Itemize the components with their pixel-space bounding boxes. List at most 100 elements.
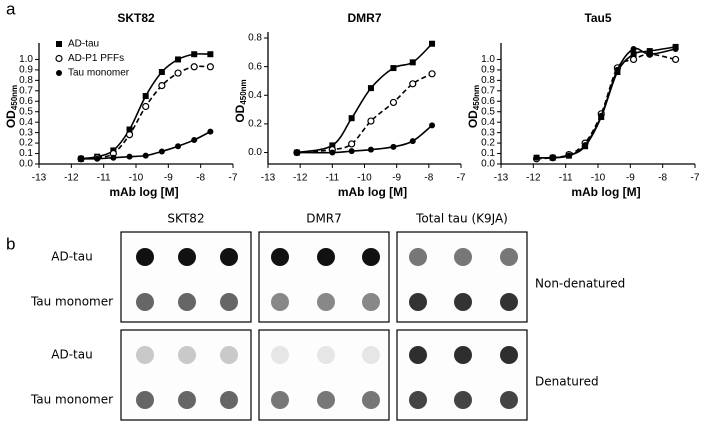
blot-dot [500,293,518,311]
marker [409,80,417,88]
blot-dot [178,293,196,311]
condition-label: Non-denatured [535,277,625,291]
marker [158,148,165,155]
blot-dot [362,293,380,311]
blot-dot [454,293,472,311]
y-tick-label: 0.4 [481,117,495,128]
y-tick-label: 0.2 [248,119,262,130]
legend-label: AD-P1 PFFs [68,53,124,64]
marker [390,143,397,150]
marker [582,142,589,149]
marker [389,98,398,107]
marker [549,154,556,161]
chart-title: SKT82 [117,11,155,25]
marker [175,143,182,150]
column-header: SKT82 [167,212,204,226]
blot-dot [220,346,238,364]
x-tick-label: -13 [32,173,47,184]
fit-line [536,47,676,159]
blot-dot [409,346,427,364]
legend-marker [56,41,62,47]
legend-marker [56,70,62,76]
marker [78,155,85,162]
blot-dot [362,248,380,266]
chart-title: DMR7 [347,11,381,25]
y-axis-label-main: OD [4,110,18,128]
blot-dot [136,293,154,311]
blot-dot [220,293,238,311]
chart-title: Tau5 [584,11,611,25]
row-label: Tau monomer [30,393,113,407]
x-tick-label: -10 [357,173,372,184]
blot-dot [454,391,472,409]
marker [409,59,416,66]
marker [671,55,680,64]
marker [533,154,540,161]
marker [125,131,134,139]
blot-dot [178,346,196,364]
marker [126,126,133,133]
marker [207,128,214,135]
y-tick-label: 0.1 [19,148,33,159]
blot-dot [178,248,196,266]
blot-dot [271,391,289,409]
y-tick-label: 1.0 [481,54,495,65]
marker [428,70,436,78]
blot-dot [409,391,427,409]
blot-dot [317,346,335,364]
marker [190,63,198,71]
x-axis-label: mAb log [M] [109,185,178,199]
marker [94,155,101,162]
fit-line [80,65,211,160]
x-tick-label: -13 [261,173,276,184]
y-tick-label: 0.0 [248,147,262,158]
y-tick-label: 0.3 [19,127,33,138]
x-tick-label: -7 [457,173,466,184]
y-axis-label: OD450nm [233,79,248,122]
blot-dot [220,391,238,409]
panel-label: b [6,234,15,253]
y-tick-label: 0.5 [481,106,495,117]
x-tick-label: -7 [229,173,238,184]
x-tick-label: -12 [293,173,308,184]
y-axis-label-sub: 450nm [239,79,248,104]
x-tick-label: -11 [559,173,573,184]
marker [565,152,572,159]
x-tick-label: -10 [129,173,144,184]
y-tick-label: 0.6 [19,96,33,107]
column-header: DMR7 [306,212,342,226]
marker [142,93,149,100]
y-tick-label: 0.6 [248,61,262,72]
blot-dot [362,346,380,364]
y-axis-label: OD450nm [4,85,19,128]
marker [630,46,637,52]
marker [367,85,374,92]
marker [191,136,198,143]
y-tick-label: 0.4 [248,90,262,101]
marker [293,149,300,156]
x-tick-label: -7 [691,173,700,184]
y-tick-label: 0.8 [481,75,495,86]
blot-dot [409,248,427,266]
legend-marker [55,54,63,63]
y-axis-label-sub: 450nm [472,85,481,110]
blot-dot [271,346,289,364]
marker [329,149,336,156]
y-axis-label-main: OD [233,104,247,122]
y-tick-label: 0.4 [19,117,33,128]
x-tick-label: -9 [392,173,401,184]
x-axis-label: mAb log [M] [571,185,640,199]
marker [191,51,198,58]
y-tick-label: 0.2 [19,138,33,149]
row-label: Tau monomer [30,295,113,309]
x-tick-label: -12 [64,173,79,184]
legend-label: Tau monomer [68,68,130,79]
column-header: Total tau (K9JA) [415,212,508,226]
blot-dot [500,391,518,409]
y-tick-label: 0.9 [481,65,495,76]
y-tick-label: 0.2 [481,138,495,149]
y-axis-label: OD450nm [466,85,481,128]
legend-label: AD-tau [68,39,99,50]
marker [110,154,117,161]
